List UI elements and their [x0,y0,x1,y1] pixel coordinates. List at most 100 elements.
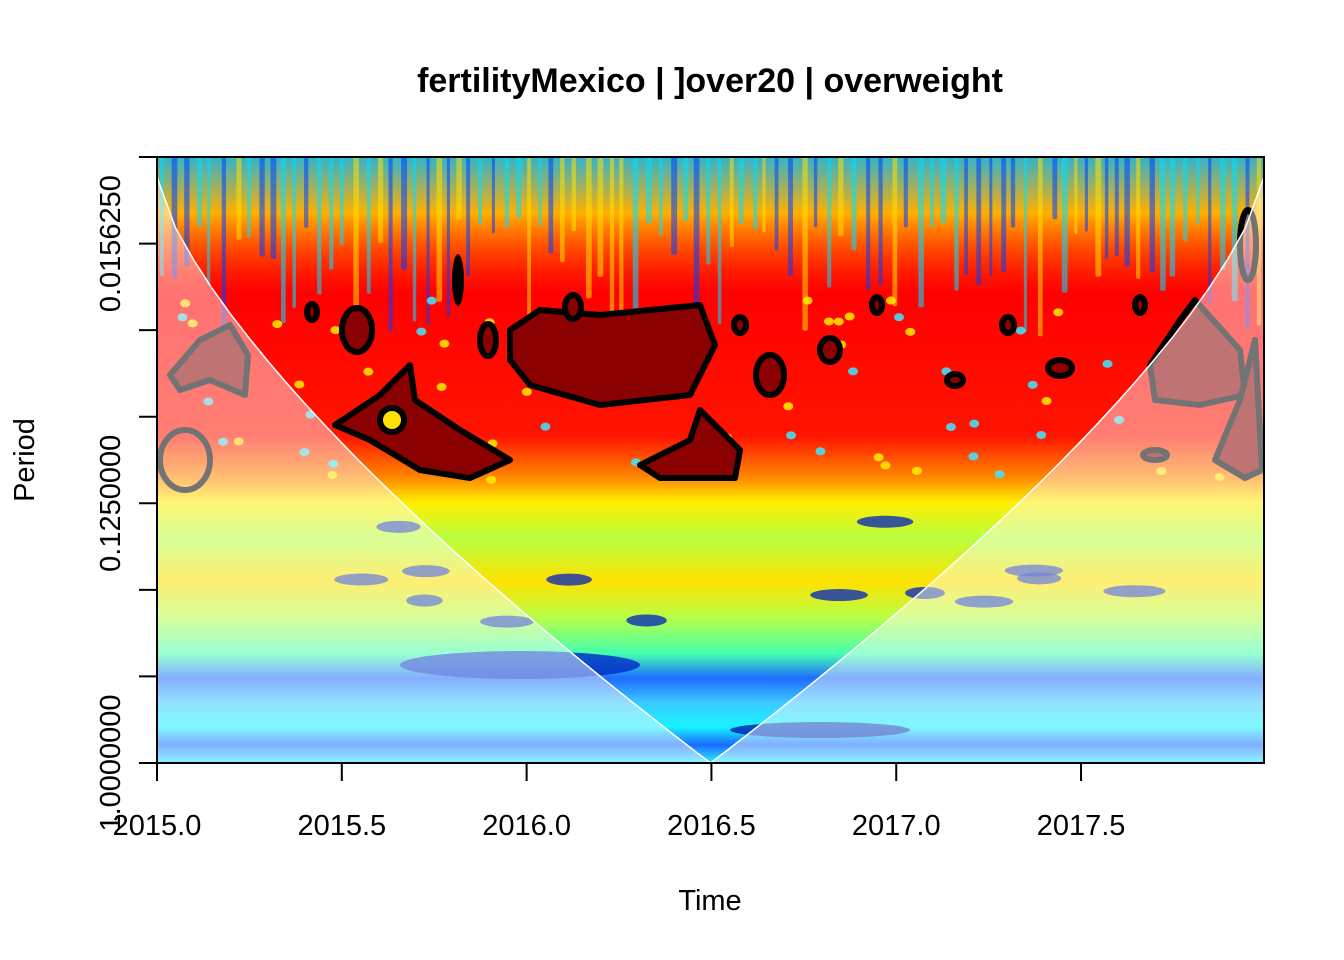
power-spot [786,431,797,440]
y-tick-label: 0.0156250 [95,175,127,312]
power-spot [1041,397,1052,406]
power-spot [299,448,310,457]
power-spot [1015,326,1026,335]
cone-of-influence-line [157,176,1264,763]
oscillation-stripe [366,157,371,294]
oscillation-stripe [339,157,344,246]
power-spot [272,320,283,329]
oscillation-stripe [632,157,639,311]
power-spot [328,459,339,468]
oscillation-stripe [280,157,286,324]
power-spot [521,387,532,396]
oscillation-stripe [878,157,883,286]
significant-region [304,301,320,323]
oscillation-stripe [866,157,871,291]
low-power-spot [479,615,534,628]
significance-contours [157,207,1264,493]
oscillation-stripe [207,157,211,285]
oscillation-stripe [929,157,934,228]
oscillation-stripe [619,157,624,334]
oscillation-stripe [646,157,653,224]
oscillation-stripe [1160,157,1166,291]
oscillation-stripe [184,157,190,267]
significant-region [167,322,251,398]
low-power-spot [954,595,1014,608]
oscillation-stripe [693,157,700,306]
oscillation-stripe [317,157,322,295]
significant-region [1147,297,1248,408]
oscillation-stripe [903,157,908,228]
oscillation-stripe [609,157,615,336]
oscillation-stripe [717,157,722,325]
oscillation-stripe [683,157,689,222]
oscillation-stripe [774,157,779,251]
power-spot [540,422,551,431]
high-frequency-oscillation [160,157,1262,337]
oscillation-stripe [964,157,968,275]
oscillation-stripe [1196,157,1200,226]
oscillation-stripe [918,157,924,308]
power-spot [945,423,956,432]
power-spot [833,317,844,326]
oscillation-stripe [377,157,384,243]
power-spot [815,447,826,456]
oscillation-stripe [466,157,471,277]
power-spot [363,367,374,376]
power-spot [177,313,188,322]
oscillation-stripe [827,157,832,288]
power-spot [823,317,834,326]
low-power-band [730,722,910,738]
oscillation-stripe [171,157,178,278]
low-power-spots [177,296,1233,738]
oscillation-stripe [586,157,592,299]
power-spot [802,296,813,305]
power-spot [848,367,859,376]
oscillation-stripe [247,157,251,238]
oscillation-stripe [1084,157,1088,232]
significant-region [944,371,966,389]
low-power-spot [334,573,389,586]
oscillation-stripe [788,157,793,277]
oscillation-stripe [1256,157,1262,326]
oscillation-stripe [516,157,522,219]
oscillation-stripe [989,157,993,276]
significant-region [753,352,787,398]
power-spot [885,296,896,305]
oscillation-stripe [1136,157,1141,279]
oscillation-stripe [456,157,462,220]
oscillation-stripe [813,157,818,228]
oscillation-stripe [446,157,450,317]
power-spot [233,437,244,446]
x-tick-label: 2017.5 [1037,810,1126,842]
oscillation-stripe [478,157,483,225]
oscillation-stripe [426,157,430,325]
x-tick-label: 2016.0 [482,810,571,842]
oscillation-stripe [1104,157,1109,260]
power-spot [203,397,214,406]
oscillation-stripe [412,157,417,322]
oscillation-stripe [597,157,604,277]
oscillation-stripe [491,157,495,234]
power-spot [969,419,980,428]
oscillation-stripe [304,157,309,228]
cone-of-influence-shade [157,177,1264,763]
oscillation-stripe [270,157,277,260]
oscillation-stripe [954,157,959,291]
significant-region [1132,294,1148,316]
power-spot [905,327,916,336]
x-axis-label: Time [678,885,741,917]
oscillation-stripe [851,157,857,251]
low-power-spot [406,594,443,607]
oscillation-stripe [436,157,443,302]
oscillation-stripe [1208,157,1212,304]
y-axis-label: Period [9,418,41,502]
power-spot [911,466,922,475]
oscillation-stripe [738,157,744,225]
oscillation-stripe [729,157,734,248]
oscillation-stripe [1245,157,1250,329]
oscillation-stripe [1149,157,1155,273]
low-power-spot [1103,585,1166,598]
significant-region [1212,337,1264,481]
oscillation-stripe [236,157,242,240]
power-spot [783,402,794,411]
